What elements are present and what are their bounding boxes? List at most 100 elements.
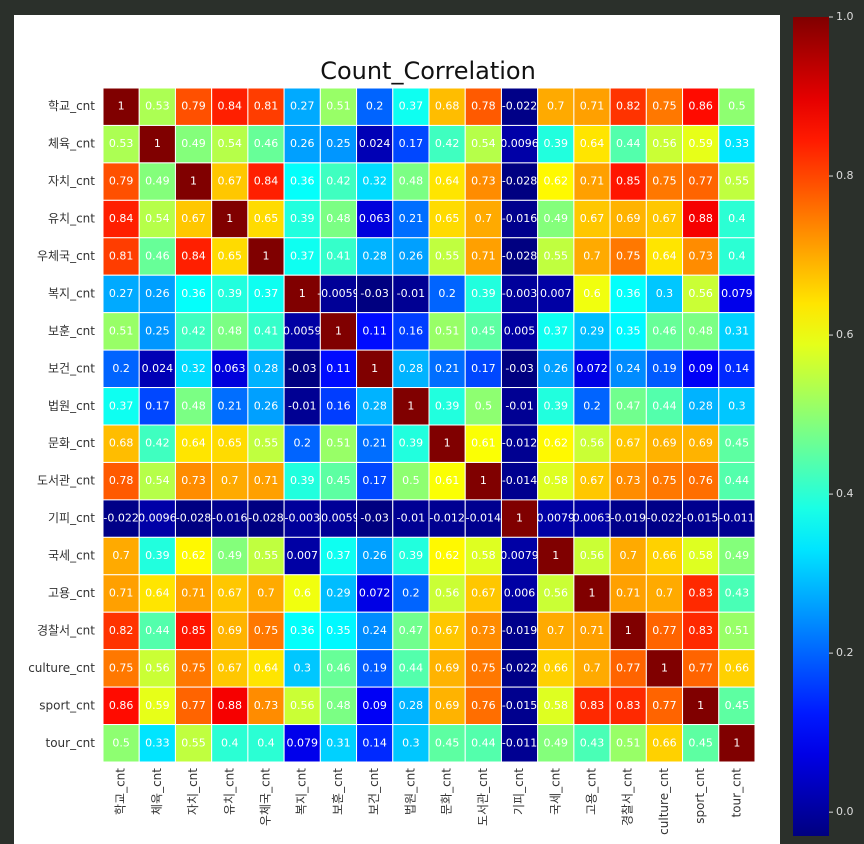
heat-cell bbox=[682, 87, 720, 126]
heat-cell bbox=[609, 162, 647, 201]
cell-label: 0.25 bbox=[145, 324, 170, 337]
cell-label: -0.01 bbox=[288, 399, 316, 412]
heat-cell bbox=[356, 124, 394, 164]
heat-cell bbox=[211, 574, 249, 613]
cell-label: 0.6 bbox=[583, 287, 601, 300]
heat-cell bbox=[718, 499, 756, 538]
col-label: 도서관_cnt bbox=[476, 768, 490, 826]
col-label: 문화_cnt bbox=[440, 768, 454, 815]
cell-label: 0.67 bbox=[218, 175, 243, 188]
cell-label: -0.0059 bbox=[317, 512, 359, 525]
cell-label: 0.45 bbox=[725, 437, 750, 450]
heat-cell bbox=[428, 724, 466, 763]
cell-label: 0.19 bbox=[652, 362, 677, 375]
heat-cell bbox=[718, 349, 756, 389]
cell-label: 0.78 bbox=[471, 100, 496, 113]
heat-cell bbox=[356, 536, 394, 576]
row-label: 기피_cnt bbox=[48, 511, 95, 525]
cell-label: 0.7 bbox=[475, 212, 493, 225]
cell-label: 0.64 bbox=[145, 587, 170, 600]
heat-cell bbox=[319, 686, 358, 726]
cell-label: 0.14 bbox=[725, 362, 750, 375]
cell-label: 0.75 bbox=[652, 175, 677, 188]
cell-label: 0.71 bbox=[109, 587, 134, 600]
cell-label: -0.022 bbox=[103, 512, 138, 525]
cell-label: 0.48 bbox=[218, 324, 243, 337]
heat-cell bbox=[392, 724, 430, 763]
cell-label: 0.46 bbox=[652, 324, 677, 337]
heat-cell bbox=[645, 574, 684, 613]
heat-cell bbox=[645, 387, 684, 426]
heat-cell bbox=[573, 387, 611, 426]
col-label: 경찰서_cnt bbox=[621, 768, 635, 826]
heat-cell bbox=[537, 424, 575, 463]
cell-label: -0.022 bbox=[502, 100, 537, 113]
cell-label: 0.77 bbox=[652, 624, 677, 637]
heat-cell bbox=[645, 724, 684, 763]
row-label: 학교_cnt bbox=[48, 99, 95, 113]
heat-cell bbox=[174, 87, 213, 126]
cell-label: 0.51 bbox=[435, 324, 460, 337]
heat-cell bbox=[138, 649, 176, 688]
cell-label: 0.14 bbox=[362, 736, 387, 749]
heat-cell bbox=[174, 274, 213, 314]
row-label: 고용_cnt bbox=[48, 586, 95, 600]
heat-cell bbox=[283, 237, 321, 276]
cell-label: 1 bbox=[154, 137, 161, 150]
cell-label: 0.58 bbox=[471, 549, 496, 562]
heat-cell bbox=[356, 274, 394, 314]
cell-label: 0.2 bbox=[112, 362, 130, 375]
cell-label: 1 bbox=[190, 175, 197, 188]
heat-cell bbox=[428, 649, 466, 688]
cell-label: 0.2 bbox=[293, 437, 311, 450]
heat-cell bbox=[319, 387, 358, 426]
heat-cell bbox=[609, 536, 647, 576]
heat-cell bbox=[138, 387, 176, 426]
cell-label: 0.71 bbox=[580, 624, 605, 637]
cell-label: 0.5 bbox=[728, 100, 746, 113]
cell-label: 1 bbox=[552, 549, 559, 562]
cell-label: 0.4 bbox=[221, 736, 239, 749]
heat-cell bbox=[537, 162, 575, 201]
cell-label: 0.49 bbox=[725, 549, 750, 562]
heat-cell bbox=[537, 574, 575, 613]
heat-cell bbox=[682, 499, 720, 538]
heat-cell bbox=[138, 274, 176, 314]
heat-cell bbox=[537, 237, 575, 276]
cell-label: -0.012 bbox=[502, 437, 537, 450]
cell-label: 0.32 bbox=[181, 362, 206, 375]
cell-label: 0.072 bbox=[576, 362, 608, 375]
heat-cell bbox=[247, 724, 285, 763]
cell-label: 0.5 bbox=[475, 399, 493, 412]
cell-label: 0.44 bbox=[725, 474, 750, 487]
cell-label: -0.028 bbox=[502, 175, 537, 188]
heat-cell bbox=[682, 574, 720, 613]
cell-label: 0.65 bbox=[254, 212, 279, 225]
cell-label: 0.51 bbox=[725, 624, 750, 637]
cell-label: 0.48 bbox=[399, 175, 424, 188]
cell-label: 0.84 bbox=[181, 250, 206, 263]
heat-cell bbox=[573, 312, 611, 351]
cell-label: 0.71 bbox=[580, 100, 605, 113]
cell-label: 0.29 bbox=[580, 324, 605, 337]
heat-cell bbox=[718, 312, 756, 351]
col-label: culture_cnt bbox=[657, 768, 671, 835]
heat-cell bbox=[283, 424, 321, 463]
cell-label: 0.58 bbox=[544, 474, 569, 487]
cell-label: 0.7 bbox=[619, 549, 637, 562]
col-label: 보훈_cnt bbox=[331, 768, 345, 815]
heat-cell bbox=[102, 87, 140, 126]
heat-cell bbox=[645, 686, 684, 726]
cell-label: 0.36 bbox=[290, 624, 315, 637]
cell-label: 0.46 bbox=[326, 661, 351, 674]
cell-label: 0.21 bbox=[435, 362, 460, 375]
cell-label: 0.55 bbox=[254, 437, 279, 450]
cell-label: 0.7 bbox=[257, 587, 275, 600]
cell-label: 0.37 bbox=[399, 100, 424, 113]
heat-cell bbox=[392, 387, 430, 426]
cell-label: 0.88 bbox=[688, 212, 713, 225]
row-label: tour_cnt bbox=[46, 736, 96, 750]
cell-label: 0.68 bbox=[109, 437, 134, 450]
cell-label: -0.003 bbox=[502, 287, 537, 300]
cell-label: 0.37 bbox=[290, 250, 315, 263]
